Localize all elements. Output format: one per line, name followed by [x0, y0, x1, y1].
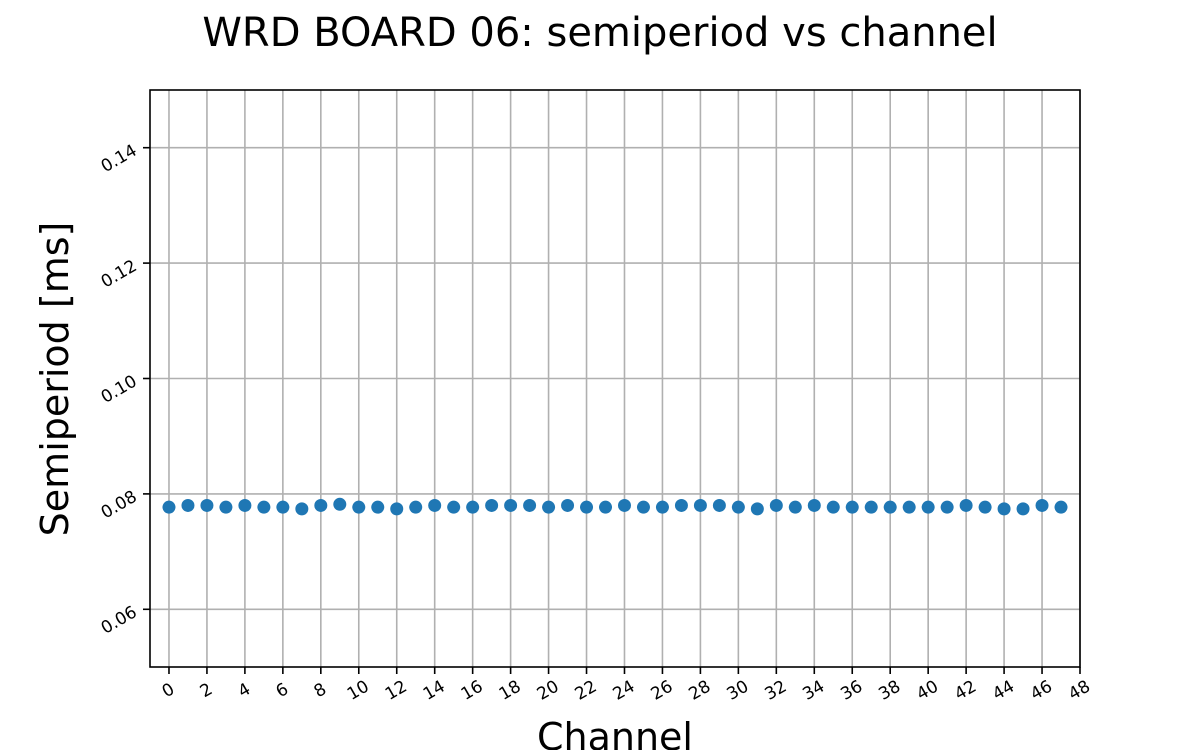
data-point [921, 500, 935, 514]
x-tick-label: 40 [913, 677, 942, 705]
data-point [314, 498, 328, 512]
chart-title: WRD BOARD 06: semiperiod vs channel [202, 10, 997, 56]
data-point [1016, 502, 1030, 516]
data-point [674, 498, 688, 512]
x-tick-label: 22 [572, 677, 601, 705]
y-tick-label: 0.06 [98, 602, 141, 638]
data-point [731, 500, 745, 514]
data-point [447, 500, 461, 514]
x-tick-label: 2 [197, 679, 216, 702]
data-point [580, 500, 594, 514]
data-point [542, 500, 556, 514]
x-tick-label: 34 [799, 677, 828, 705]
x-tick-label: 46 [1027, 677, 1056, 705]
x-tick-label: 8 [311, 679, 330, 702]
data-point [599, 500, 613, 514]
x-tick-label: 30 [723, 677, 752, 705]
data-point [807, 498, 821, 512]
x-tick-label: 16 [458, 677, 487, 705]
data-point [409, 500, 423, 514]
y-tick-label: 0.14 [98, 141, 141, 177]
y-tick-label: 0.12 [98, 256, 141, 292]
y-tick-label: 0.08 [98, 487, 141, 523]
x-axis-label: Channel [537, 715, 693, 750]
x-tick-label: 20 [534, 677, 563, 705]
data-point [655, 500, 669, 514]
x-tick-label: 6 [273, 679, 292, 702]
data-point [352, 500, 366, 514]
data-point [333, 497, 347, 511]
data-point [959, 498, 973, 512]
data-point [390, 502, 404, 516]
data-point [523, 498, 537, 512]
data-point [788, 500, 802, 514]
x-tick-label: 44 [989, 677, 1018, 705]
data-points [162, 497, 1068, 516]
data-point [295, 502, 309, 516]
grid-lines [150, 90, 1081, 667]
data-point [902, 500, 916, 514]
data-point [466, 500, 480, 514]
x-tick-label: 18 [496, 677, 525, 705]
data-point [428, 498, 442, 512]
y-axis-label: Semiperiod [ms] [33, 222, 77, 537]
data-point [200, 498, 214, 512]
axis-ticks [143, 146, 1081, 674]
data-point [162, 500, 176, 514]
data-point [371, 500, 385, 514]
data-point [181, 498, 195, 512]
x-tick-label: 10 [344, 677, 373, 705]
x-tick-label: 36 [837, 677, 866, 705]
x-tick-label: 24 [610, 677, 639, 705]
x-tick-label: 14 [420, 677, 449, 705]
y-tick-label: 0.10 [98, 372, 141, 408]
data-point [826, 500, 840, 514]
x-tick-label: 12 [382, 677, 411, 705]
x-tick-label: 4 [235, 679, 254, 702]
data-point [561, 498, 575, 512]
data-point [750, 502, 764, 516]
tick-labels: 0 2 4 6 8 10 12 14 16 18 20 22 24 26 28 30 32 34 36 38 40 42 4… [98, 141, 1094, 705]
data-point [485, 498, 499, 512]
data-point [1054, 500, 1068, 514]
data-point [883, 500, 897, 514]
data-point [276, 500, 290, 514]
data-point [978, 500, 992, 514]
x-tick-label: 28 [686, 677, 715, 705]
data-point [997, 502, 1011, 516]
data-point [864, 500, 878, 514]
data-point [636, 500, 650, 514]
x-tick-label: 38 [875, 677, 904, 705]
data-point [257, 500, 271, 514]
data-point [693, 498, 707, 512]
data-point [504, 498, 518, 512]
data-point [940, 500, 954, 514]
x-tick-label: 0 [159, 679, 178, 702]
data-point [238, 498, 252, 512]
data-point [769, 498, 783, 512]
data-point [1035, 498, 1049, 512]
x-tick-label: 48 [1065, 677, 1094, 705]
data-point [845, 500, 859, 514]
data-point [617, 498, 631, 512]
x-tick-label: 32 [761, 677, 790, 705]
data-point [219, 500, 233, 514]
data-point [712, 498, 726, 512]
x-tick-label: 42 [951, 677, 980, 705]
x-tick-label: 26 [648, 677, 677, 705]
